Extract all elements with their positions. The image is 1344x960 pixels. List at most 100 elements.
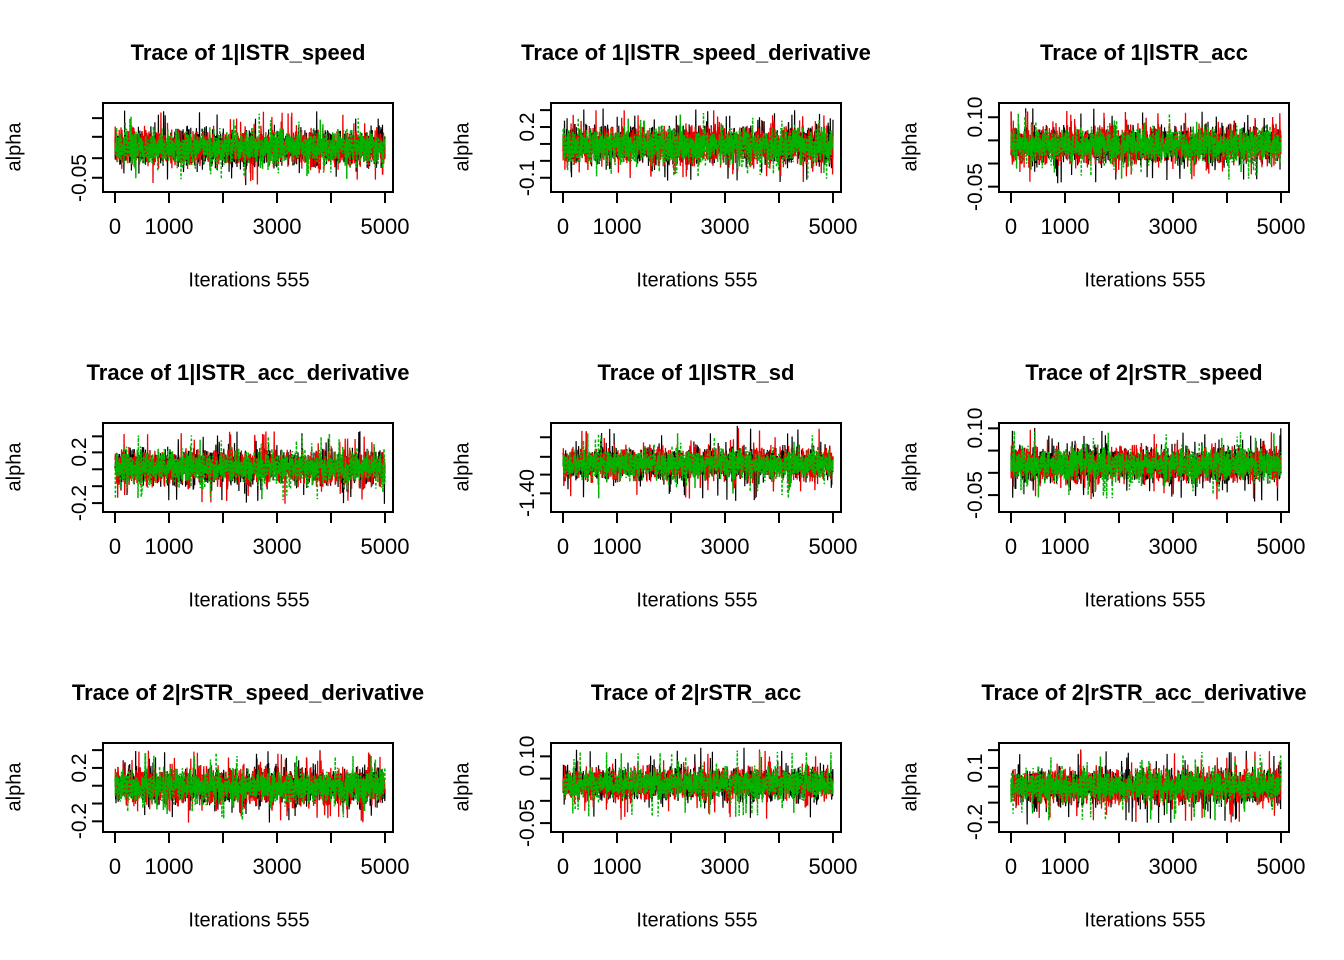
chain-3-trace	[562, 433, 834, 499]
x-tick-label: 1000	[592, 854, 642, 879]
y-axis-label: alpha	[899, 122, 922, 172]
y-tick-label: 0.10	[964, 407, 987, 449]
trace-panel: Trace of 1|lSTR_speed_derivative alpha I…	[448, 0, 896, 320]
trace-panel: Trace of 2|rSTR_speed alpha Iterations 5…	[896, 320, 1344, 640]
trace-plot-canvas	[540, 102, 842, 203]
trace-plot-canvas	[92, 742, 394, 843]
axis-ticks	[988, 749, 1282, 843]
x-tick-label: 0	[556, 854, 570, 879]
x-tick-label: 5000	[1256, 214, 1306, 239]
chain-3-trace	[562, 750, 834, 817]
x-tick-label: 1000	[1040, 854, 1090, 879]
plot-frame	[998, 742, 1290, 833]
x-axis-label: Iterations 555	[1084, 589, 1206, 612]
panel-title: Trace of 1|lSTR_speed_derivative	[521, 40, 871, 65]
y-tick-label: -1.40	[516, 469, 539, 518]
axis-ticks	[92, 435, 386, 523]
y-axis-label: alpha	[899, 442, 922, 492]
x-tick-label: 3000	[252, 214, 302, 239]
panel-title: Trace of 1|lSTR_sd	[597, 360, 795, 385]
chain-3-trace	[114, 113, 386, 180]
trace-panel: Trace of 1|lSTR_acc alpha Iterations 555…	[896, 0, 1344, 320]
axis-ticks	[540, 109, 834, 203]
trace-plot-canvas	[988, 422, 1290, 523]
chain-3-trace	[562, 112, 834, 180]
x-tick-label: 1000	[592, 534, 642, 559]
x-tick-label: 3000	[1148, 534, 1198, 559]
trace-plot-canvas	[540, 742, 842, 843]
x-tick-label: 5000	[360, 854, 410, 879]
x-tick-label: 5000	[360, 214, 410, 239]
y-tick-label: 0.2	[68, 437, 91, 467]
x-tick-label: 1000	[144, 534, 194, 559]
x-axis-label: Iterations 555	[188, 269, 310, 292]
axis-ticks	[988, 116, 1282, 203]
chain-3-trace	[1010, 113, 1282, 180]
panel-title: Trace of 1|lSTR_acc_derivative	[86, 360, 410, 385]
y-tick-label: -0.05	[964, 471, 987, 520]
y-tick-label: 0.10	[964, 96, 987, 138]
x-tick-label: 5000	[360, 534, 410, 559]
panel-title: Trace of 1|lSTR_speed	[130, 40, 366, 65]
x-tick-label: 3000	[700, 214, 750, 239]
trace-panel: Trace of 1|lSTR_speed alpha Iterations 5…	[0, 0, 448, 320]
x-tick-label: 0	[1004, 854, 1018, 879]
x-tick-label: 3000	[252, 534, 302, 559]
y-tick-label: -0.05	[516, 799, 539, 848]
trace-panel: Trace of 1|lSTR_acc_derivative alpha Ite…	[0, 320, 448, 640]
x-axis-label: Iterations 555	[188, 589, 310, 612]
x-tick-label: 5000	[808, 534, 858, 559]
plot-frame	[102, 422, 394, 513]
panel-title: Trace of 2|rSTR_speed_derivative	[71, 680, 425, 705]
y-tick-label: 0.2	[68, 753, 91, 783]
trace-plot-canvas	[988, 742, 1290, 843]
x-axis-label: Iterations 555	[1084, 269, 1206, 292]
y-axis-label: alpha	[451, 122, 474, 172]
plot-frame	[998, 102, 1290, 193]
x-tick-label: 0	[556, 214, 570, 239]
y-axis-label: alpha	[899, 762, 922, 812]
plot-frame	[550, 422, 842, 513]
x-tick-label: 5000	[1256, 534, 1306, 559]
x-tick-label: 3000	[1148, 854, 1198, 879]
plot-frame	[998, 422, 1290, 513]
x-tick-label: 1000	[592, 214, 642, 239]
y-tick-label: 0.1	[964, 753, 987, 783]
x-tick-label: 0	[108, 854, 122, 879]
x-tick-label: 0	[1004, 534, 1018, 559]
x-tick-label: 3000	[252, 854, 302, 879]
trace-plot-canvas	[540, 422, 842, 523]
plot-frame	[102, 102, 394, 193]
trace-panel: Trace of 2|rSTR_acc_derivative alpha Ite…	[896, 640, 1344, 960]
y-tick-label: -0.2	[964, 804, 987, 841]
panel-title: Trace of 2|rSTR_acc	[590, 680, 802, 705]
panel-title: Trace of 1|lSTR_acc	[1040, 40, 1248, 65]
x-axis-label: Iterations 555	[636, 269, 758, 292]
x-tick-label: 5000	[808, 214, 858, 239]
x-tick-label: 1000	[1040, 214, 1090, 239]
trace-plot-canvas	[92, 422, 394, 523]
trace-plot-canvas	[988, 102, 1290, 203]
x-axis-label: Iterations 555	[1084, 909, 1206, 932]
trace-panel: Trace of 2|rSTR_speed_derivative alpha I…	[0, 640, 448, 960]
x-tick-label: 3000	[700, 854, 750, 879]
plot-frame	[550, 742, 842, 833]
x-tick-label: 1000	[144, 854, 194, 879]
x-tick-label: 3000	[700, 534, 750, 559]
y-tick-label: 0.10	[516, 735, 539, 777]
chain-3-trace	[114, 433, 386, 501]
x-axis-label: Iterations 555	[636, 589, 758, 612]
y-axis-label: alpha	[3, 762, 26, 812]
chain-3-trace	[1010, 430, 1282, 499]
chain-3-trace	[1010, 751, 1282, 821]
x-tick-label: 0	[1004, 214, 1018, 239]
x-axis-label: Iterations 555	[188, 909, 310, 932]
y-tick-label: -0.05	[68, 153, 91, 202]
y-tick-label: 0.2	[516, 112, 539, 142]
x-tick-label: 0	[556, 534, 570, 559]
y-axis-label: alpha	[3, 442, 26, 492]
trace-panel: Trace of 2|rSTR_acc alpha Iterations 555…	[448, 640, 896, 960]
y-tick-label: -0.2	[68, 485, 91, 522]
y-tick-label: -0.05	[964, 162, 987, 211]
x-tick-label: 0	[108, 534, 122, 559]
